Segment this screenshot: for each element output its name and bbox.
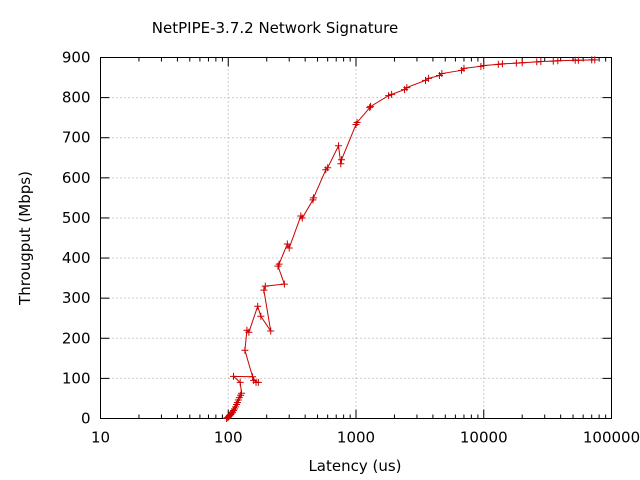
- data-point: [257, 312, 265, 320]
- y-tick-label: 200: [62, 329, 91, 347]
- x-tick-label: 100: [214, 429, 243, 447]
- series-line: [226, 59, 595, 419]
- data-point: [498, 60, 506, 68]
- data-point: [275, 260, 283, 268]
- data-point: [250, 376, 258, 384]
- data-point: [438, 70, 446, 78]
- x-tick-label: 10: [91, 429, 110, 447]
- data-point: [425, 74, 433, 82]
- data-point: [261, 282, 269, 290]
- y-tick-label: 500: [62, 209, 91, 227]
- data-point: [574, 56, 582, 64]
- data-point: [477, 62, 485, 70]
- x-tick-label: 1000: [337, 429, 375, 447]
- data-point: [512, 59, 520, 67]
- y-tick-label: 0: [81, 410, 91, 428]
- data-point: [337, 156, 345, 164]
- grid-layer: [100, 57, 612, 419]
- data-point: [335, 142, 343, 150]
- data-point: [238, 389, 246, 397]
- data-point: [236, 378, 244, 386]
- data-point: [298, 214, 306, 222]
- data-point: [388, 90, 396, 98]
- data-point: [537, 58, 545, 66]
- x-axis-label: Latency (us): [308, 457, 401, 475]
- data-point: [518, 59, 526, 67]
- data-layer: [223, 56, 599, 422]
- data-point: [324, 164, 332, 172]
- y-tick-label: 800: [62, 89, 91, 107]
- y-tick-label: 700: [62, 129, 91, 147]
- data-point: [260, 286, 268, 294]
- data-point: [254, 302, 262, 310]
- data-point: [367, 102, 375, 110]
- data-point: [554, 57, 562, 65]
- data-point: [245, 328, 253, 336]
- data-point: [403, 84, 411, 92]
- data-point: [283, 240, 291, 248]
- y-tick-label: 100: [62, 369, 91, 387]
- data-point: [366, 104, 374, 112]
- chart-title: NetPIPE-3.7.2 Network Signature: [152, 19, 398, 37]
- data-point: [385, 92, 393, 100]
- data-point: [353, 118, 361, 126]
- data-point: [337, 160, 345, 168]
- data-point: [241, 346, 249, 354]
- y-tick-label: 300: [62, 289, 91, 307]
- data-point: [254, 378, 262, 386]
- data-point: [310, 194, 318, 202]
- y-tick-label: 400: [62, 249, 91, 267]
- y-tick-label: 900: [62, 49, 91, 67]
- data-point: [285, 244, 293, 252]
- x-tick-label: 100000: [583, 429, 640, 447]
- x-tick-label: 10000: [460, 429, 508, 447]
- data-point: [480, 62, 488, 70]
- data-point: [249, 373, 257, 381]
- data-point: [267, 327, 275, 335]
- data-point: [460, 64, 468, 72]
- data-point: [230, 406, 238, 414]
- tick-label-layer: 0 100 200 300 400 500 600 700 800 900 10 100 1000 100…: [62, 49, 640, 447]
- plot-frame: [100, 57, 612, 419]
- y-tick-label: 600: [62, 169, 91, 187]
- y-axis-label: Througput (Mbps): [16, 171, 34, 306]
- data-point: [280, 280, 288, 288]
- data-point: [591, 56, 599, 64]
- data-point: [230, 372, 238, 380]
